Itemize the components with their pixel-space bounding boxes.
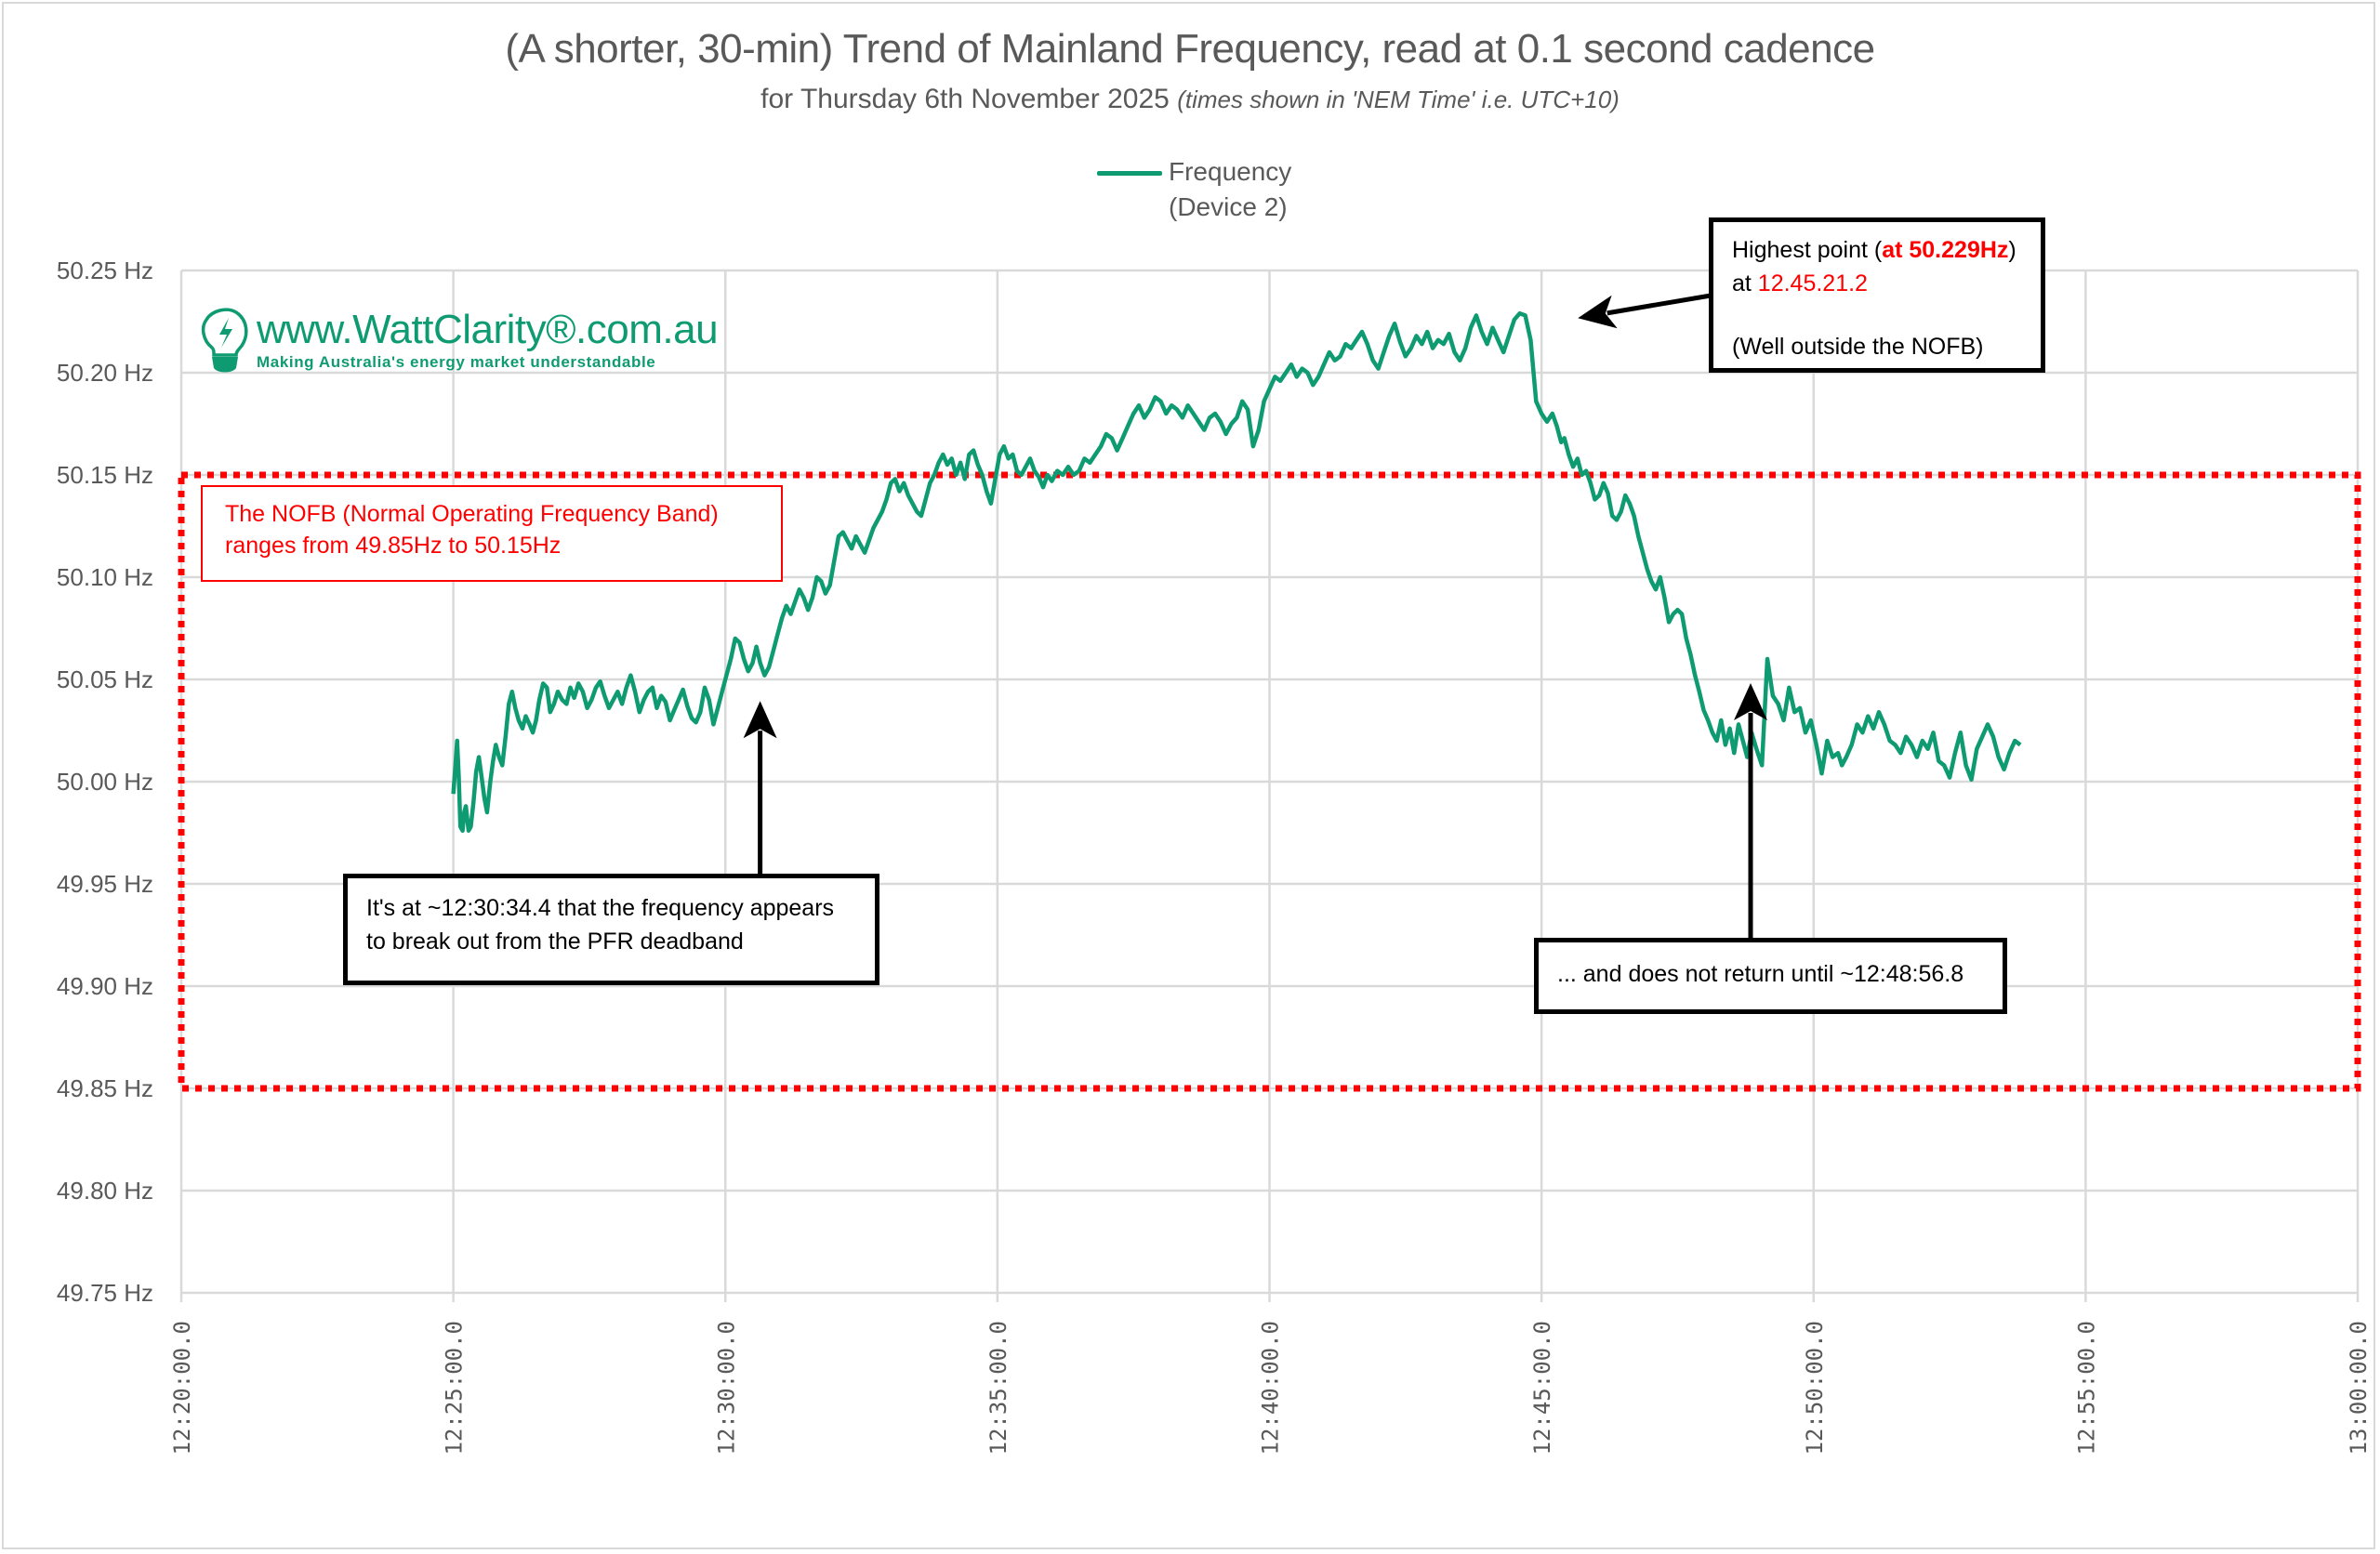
arrow-head bbox=[1578, 295, 1618, 329]
x-tick-label: 12:50:00.0 bbox=[1802, 1321, 1828, 1455]
x-tick-label: 12:25:00.0 bbox=[442, 1321, 468, 1455]
subtitle-note: (times shown in 'NEM Time' i.e. UTC+10) bbox=[1177, 86, 1620, 113]
subtitle-text: for Thursday 6th November 2025 bbox=[760, 84, 1170, 114]
y-tick-label: 49.75 Hz bbox=[57, 1279, 153, 1307]
chart-subtitle: for Thursday 6th November 2025 (times sh… bbox=[0, 84, 2380, 115]
breakout-line2: to break out from the PFR deadband bbox=[366, 928, 744, 955]
chart-title: (A shorter, 30-min) Trend of Mainland Fr… bbox=[505, 26, 1875, 72]
y-tick-label: 50.10 Hz bbox=[57, 563, 153, 591]
legend-label-line2: (Device 2) bbox=[1169, 192, 1288, 221]
peak-at: at bbox=[1732, 270, 1758, 296]
return-annotation: ... and does not return until ~12:48:56.… bbox=[1534, 938, 2007, 1014]
breakout-line1: It's at ~12:30:34.4 that the frequency a… bbox=[366, 895, 835, 921]
arrow-head bbox=[1734, 683, 1767, 720]
legend-label-line1: Frequency bbox=[1169, 157, 1292, 186]
y-tick-label: 49.95 Hz bbox=[57, 870, 153, 898]
x-tick-label: 12:20:00.0 bbox=[169, 1321, 195, 1455]
peak-annotation: Highest point (at 50.229Hz) at 12.45.21.… bbox=[1709, 217, 2045, 373]
y-tick-label: 50.15 Hz bbox=[57, 461, 153, 489]
nofb-note: The NOFB (Normal Operating Frequency Ban… bbox=[201, 485, 783, 582]
x-tick-label: 12:30:00.0 bbox=[713, 1321, 739, 1455]
wattclarity-logo: www.WattClarity®.com.au Making Australia… bbox=[199, 307, 719, 375]
peak-time: 12.45.21.2 bbox=[1757, 270, 1868, 296]
x-axis-ticks: 12:20:00.0 12:25:00.0 12:30:00.0 12:35:00.0… bbox=[169, 1321, 2372, 1455]
annotation-arrows bbox=[743, 293, 1767, 940]
y-axis-ticks: 49.75 Hz 49.80 Hz 49.85 Hz 49.90 Hz 49.95 Hz… bbox=[57, 257, 153, 1307]
peak-line3: (Well outside the NOFB) bbox=[1732, 334, 1984, 360]
peak-suffix: ) bbox=[2008, 237, 2016, 263]
peak-prefix: Highest point ( bbox=[1732, 237, 1883, 263]
x-tick-label: 12:55:00.0 bbox=[2073, 1321, 2099, 1455]
y-tick-label: 50.20 Hz bbox=[57, 359, 153, 387]
x-tick-label: 12:40:00.0 bbox=[1258, 1321, 1284, 1455]
logo-url: www.WattClarity®.com.au bbox=[257, 307, 719, 352]
x-tick-label: 12:45:00.0 bbox=[1529, 1321, 1555, 1455]
legend-label: Frequency (Device 2) bbox=[1169, 154, 1291, 225]
peak-arrow bbox=[1578, 293, 1712, 329]
logo-tagline: Making Australia's energy market underst… bbox=[257, 353, 656, 371]
x-tick-label: 13:00:00.0 bbox=[2346, 1321, 2372, 1455]
arrow-shaft bbox=[1606, 293, 1712, 316]
y-tick-label: 50.25 Hz bbox=[57, 257, 153, 284]
return-text: ... and does not return until ~12:48:56.… bbox=[1557, 961, 1964, 987]
x-tick-label: 12:35:00.0 bbox=[985, 1321, 1012, 1455]
y-tick-label: 50.05 Hz bbox=[57, 665, 153, 693]
y-tick-label: 49.80 Hz bbox=[57, 1177, 153, 1205]
y-tick-label: 49.85 Hz bbox=[57, 1074, 153, 1102]
y-tick-label: 49.90 Hz bbox=[57, 972, 153, 1000]
nofb-note-line1: The NOFB (Normal Operating Frequency Ban… bbox=[225, 501, 719, 527]
gridlines bbox=[179, 269, 2360, 1302]
nofb-band bbox=[178, 471, 2361, 1092]
breakout-annotation: It's at ~12:30:34.4 that the frequency a… bbox=[343, 874, 879, 985]
peak-value: at 50.229Hz bbox=[1882, 237, 2009, 263]
y-tick-label: 50.00 Hz bbox=[57, 768, 153, 796]
legend-swatch-frequency bbox=[1097, 171, 1162, 176]
nofb-note-line2: ranges from 49.85Hz to 50.15Hz bbox=[225, 533, 562, 559]
return-arrow bbox=[1734, 683, 1767, 940]
lightbulb-bolt-icon bbox=[201, 308, 248, 373]
arrow-head bbox=[743, 701, 777, 739]
frequency-series-line bbox=[451, 310, 2022, 834]
breakout-arrow bbox=[743, 701, 777, 876]
